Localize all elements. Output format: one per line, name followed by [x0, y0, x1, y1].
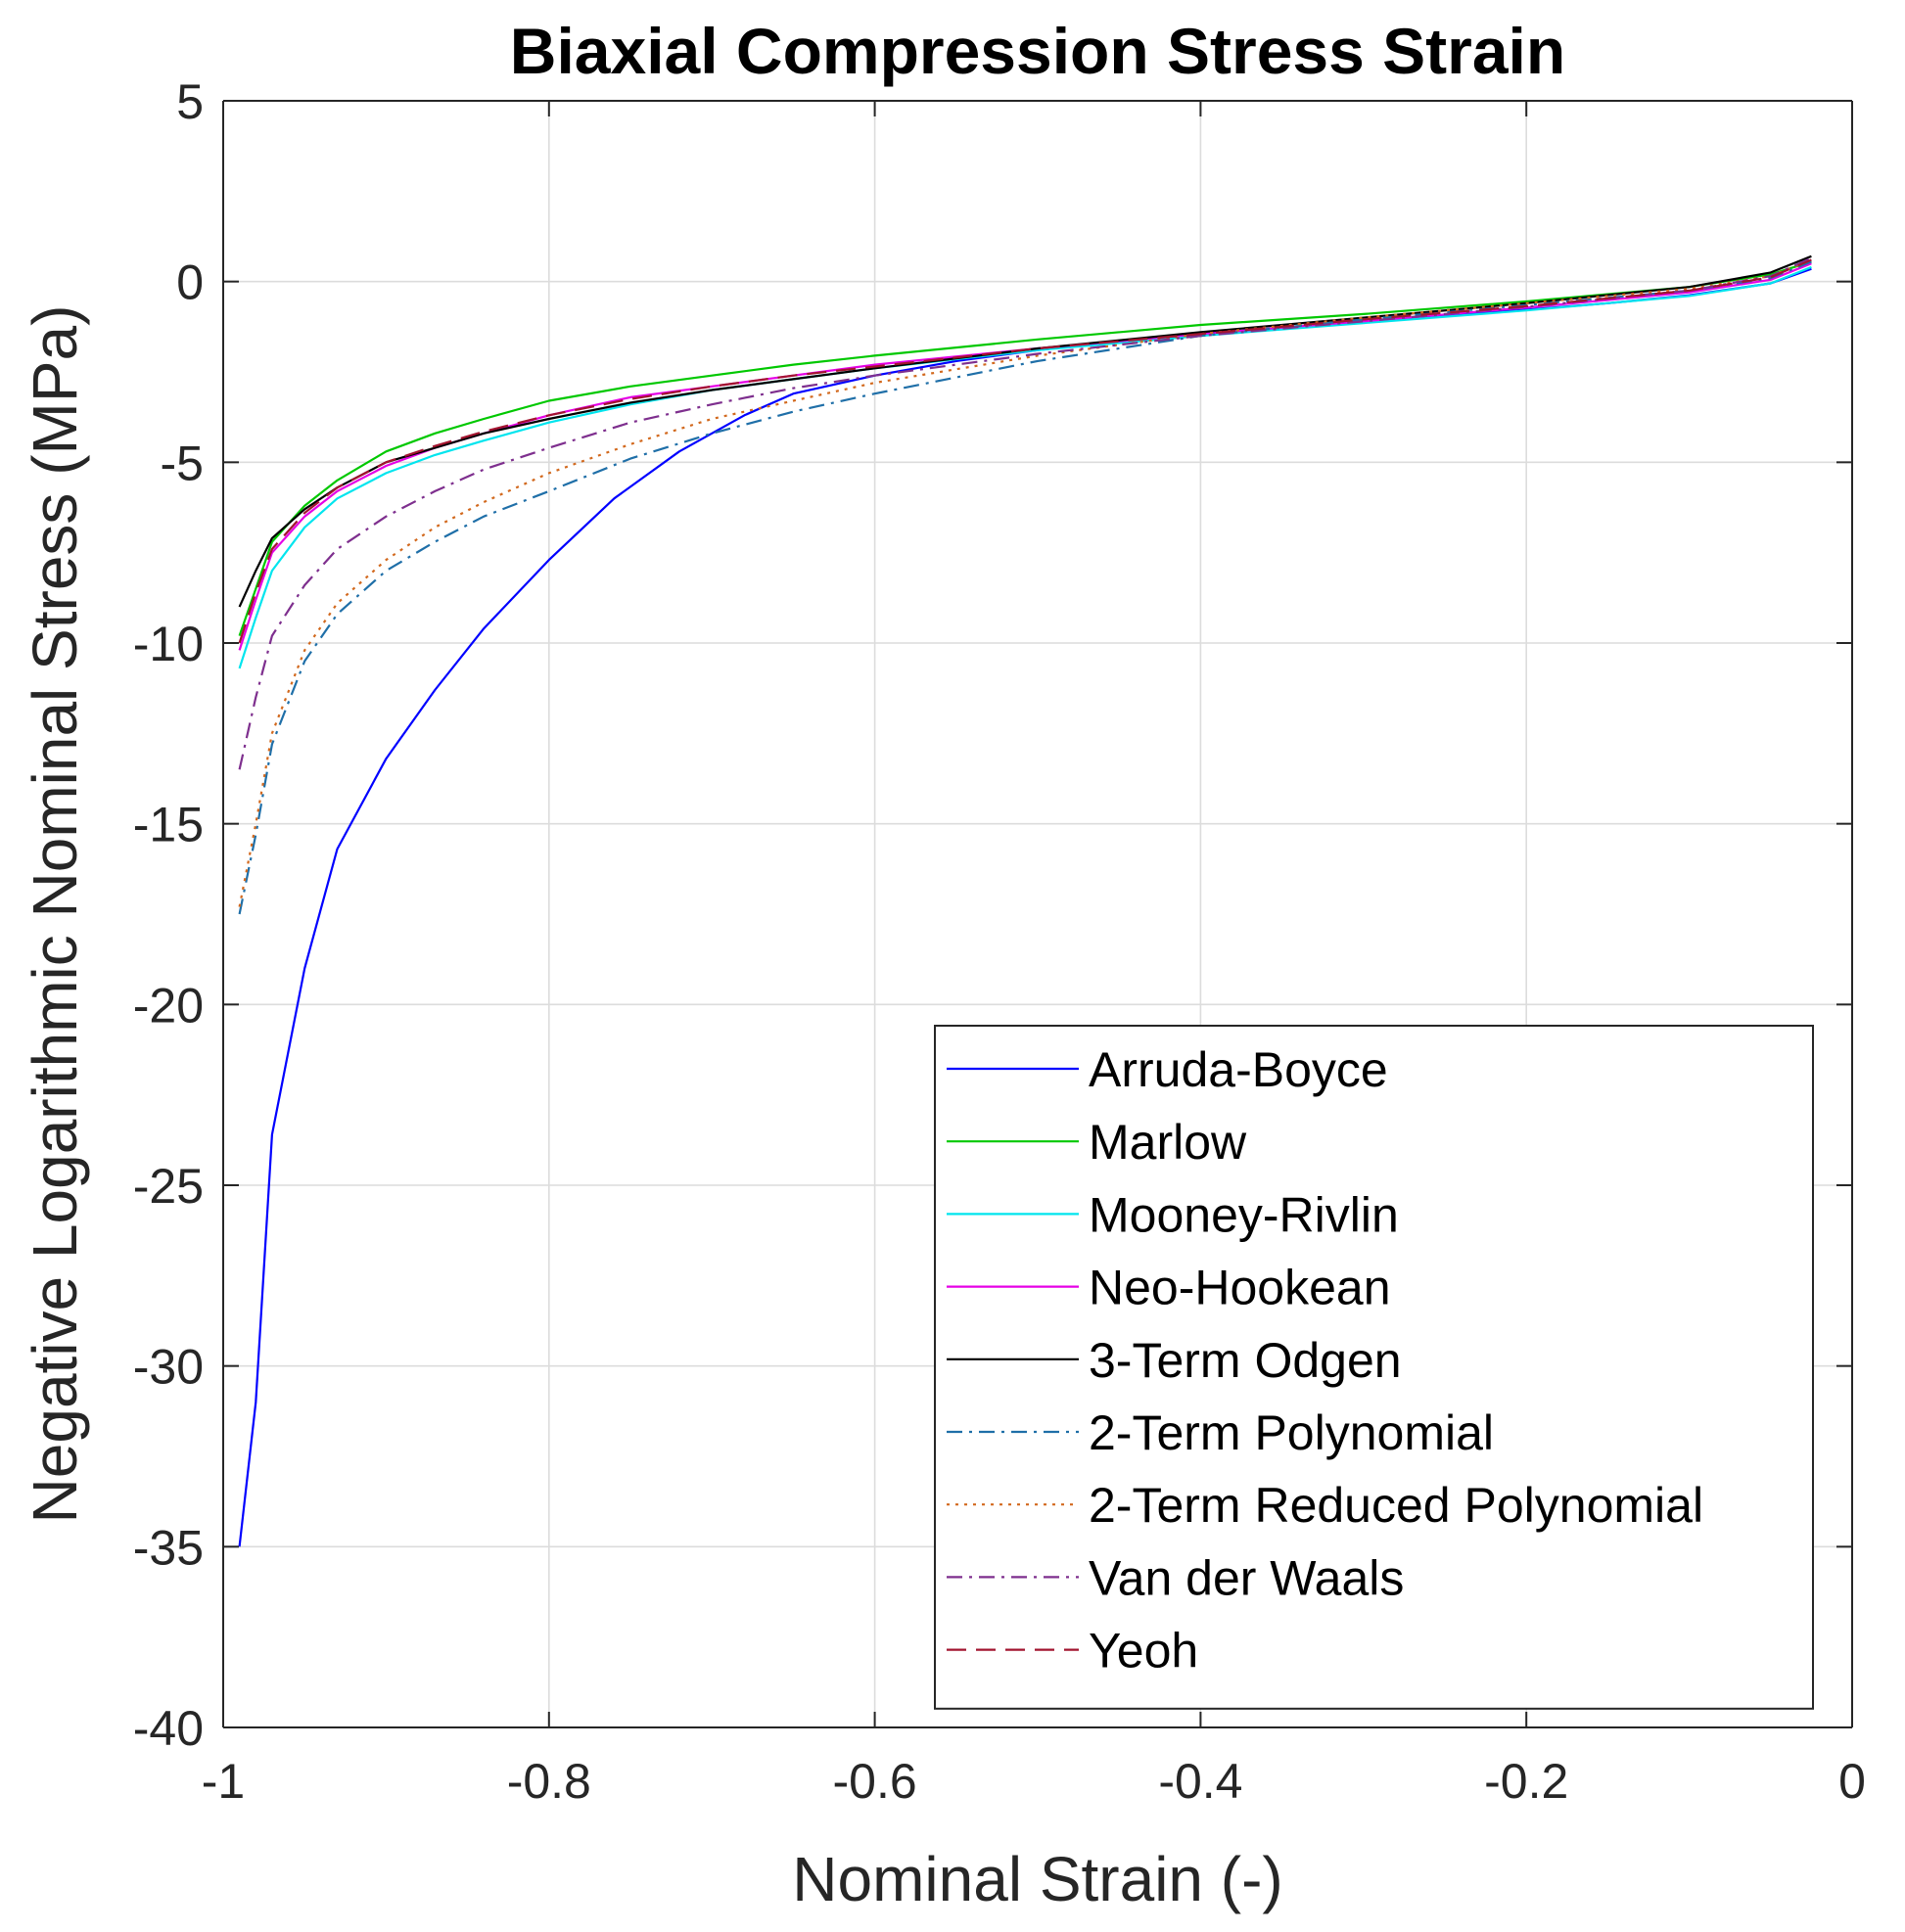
series-line-marlow	[238, 260, 1812, 636]
y-tick-label: -10	[133, 617, 204, 671]
y-tick-label: -30	[133, 1340, 204, 1395]
y-tick-label: -40	[133, 1701, 204, 1756]
y-tick-label: -20	[133, 978, 204, 1033]
legend: Arruda-Boyce Marlow Mooney-Rivlin Neo-Hooke…	[934, 1025, 1814, 1710]
y-tick-label: -35	[133, 1520, 204, 1575]
y-tick-label: -25	[133, 1159, 204, 1214]
x-axis-label: Nominal Strain (-)	[792, 1844, 1282, 1914]
series-line-2-term-reduced-polynomial	[238, 258, 1812, 907]
x-tick-label: -0.2	[1484, 1754, 1568, 1809]
legend-label: Yeoh	[1089, 1624, 1198, 1679]
legend-label: Marlow	[1089, 1115, 1247, 1170]
x-tick-label: -0.4	[1158, 1754, 1242, 1809]
series-line-van-der-waals	[238, 256, 1812, 770]
legend-label: Arruda-Boyce	[1089, 1042, 1388, 1097]
x-tick-label: -0.8	[507, 1754, 591, 1809]
legend-label: Mooney-Rivlin	[1089, 1187, 1399, 1242]
legend-label: 2-Term Reduced Polynomial	[1089, 1478, 1703, 1533]
y-tick-label: -15	[133, 798, 204, 852]
series-line-2-term-polynomial	[238, 260, 1812, 915]
legend-box	[934, 1025, 1814, 1710]
axes	[222, 100, 1853, 1728]
y-tick-label: 5	[176, 74, 204, 129]
y-tick-label: -5	[161, 436, 204, 490]
legend-label: 2-Term Polynomial	[1089, 1405, 1494, 1460]
y-axis-label: Negative Logarithmic Nominal Stress (MPa…	[20, 305, 90, 1524]
chart-title: Biaxial Compression Stress Strain	[510, 15, 1565, 87]
series-group	[238, 254, 1812, 1547]
x-tick-label: -0.6	[833, 1754, 917, 1809]
legend-label: Van der Waals	[1089, 1550, 1404, 1605]
series-line-yeoh	[238, 258, 1812, 644]
legend-label: 3-Term Odgen	[1089, 1333, 1402, 1388]
x-tick-label: 0	[1838, 1754, 1866, 1809]
y-tick-label: 0	[176, 255, 204, 310]
tick-labels: -1 -0.8 -0.6 -0.4 -0.2 0 -40 -35 -30 -25 -20 -15 -10…	[133, 74, 1866, 1809]
legend-label: Neo-Hookean	[1089, 1261, 1391, 1315]
x-tick-label: -1	[202, 1754, 245, 1809]
series-line-3-term-odgen	[238, 254, 1812, 608]
